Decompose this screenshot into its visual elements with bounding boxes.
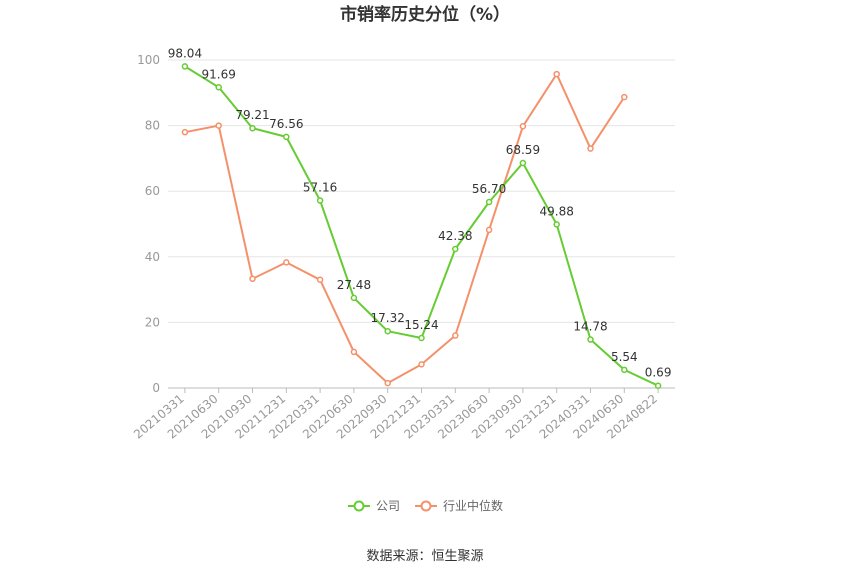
data-point[interactable] xyxy=(249,275,256,283)
data-point[interactable] xyxy=(621,366,628,374)
data-label: 49.88 xyxy=(540,204,574,218)
y-tick-label: 60 xyxy=(145,184,160,198)
legend-item-0[interactable]: 公司 xyxy=(348,499,400,513)
data-label: 17.32 xyxy=(371,311,405,325)
data-point[interactable] xyxy=(587,336,594,343)
chart-title: 市销率历史分位（%） xyxy=(340,4,510,25)
series-line-1 xyxy=(184,73,626,385)
series xyxy=(181,63,662,389)
data-point[interactable] xyxy=(249,124,256,132)
legend-label: 公司 xyxy=(376,499,400,513)
data-label: 27.48 xyxy=(337,278,371,292)
y-tick-label: 80 xyxy=(145,119,160,133)
data-point[interactable] xyxy=(485,226,493,234)
data-label: 76.56 xyxy=(269,117,303,131)
data-point[interactable] xyxy=(215,122,222,129)
legend-marker xyxy=(353,500,365,512)
data-point[interactable] xyxy=(621,93,628,101)
data-point[interactable] xyxy=(519,123,527,130)
data-label: 98.04 xyxy=(168,46,202,60)
legend-item-1[interactable]: 行业中位数 xyxy=(415,498,503,513)
data-point[interactable] xyxy=(384,379,391,387)
data-point[interactable] xyxy=(283,133,290,141)
data-label: 14.78 xyxy=(573,320,607,334)
data-label: 5.54 xyxy=(611,350,638,364)
data-point[interactable] xyxy=(587,145,594,152)
data-point[interactable] xyxy=(316,197,324,204)
data-label: 57.16 xyxy=(303,181,337,195)
y-tick-label: 0 xyxy=(152,381,160,395)
y-tick-label: 100 xyxy=(137,53,160,67)
data-point[interactable] xyxy=(452,332,459,339)
data-point[interactable] xyxy=(485,198,493,206)
data-label: 42.38 xyxy=(438,229,472,243)
data-label: 91.69 xyxy=(202,67,236,81)
source-note: 数据来源：恒生聚源 xyxy=(366,549,483,564)
legend-label: 行业中位数 xyxy=(443,498,503,513)
data-point[interactable] xyxy=(316,276,324,284)
y-tick-label: 40 xyxy=(145,250,160,264)
data-point[interactable] xyxy=(181,63,189,70)
legend-marker xyxy=(420,500,432,512)
axes: 0204060801002021033120210630202109302021… xyxy=(131,53,675,442)
data-point[interactable] xyxy=(418,334,425,342)
data-point[interactable] xyxy=(519,159,527,167)
data-point[interactable] xyxy=(553,221,560,228)
data-label: 68.59 xyxy=(506,143,540,157)
data-point[interactable] xyxy=(215,84,222,91)
data-label: 0.69 xyxy=(645,366,672,380)
data-point[interactable] xyxy=(452,245,459,253)
y-tick-label: 20 xyxy=(145,315,160,329)
data-point[interactable] xyxy=(283,259,290,266)
data-point[interactable] xyxy=(181,128,189,136)
data-point[interactable] xyxy=(654,382,662,389)
data-label: 15.24 xyxy=(404,318,438,332)
grid xyxy=(168,59,675,323)
legend[interactable]: 公司 行业中位数 xyxy=(348,498,503,513)
data-label: 79.21 xyxy=(235,108,269,122)
data-point[interactable] xyxy=(350,294,358,302)
data-point[interactable] xyxy=(350,348,358,356)
data-point[interactable] xyxy=(384,327,391,335)
data-label: 56.70 xyxy=(472,182,506,196)
data-point[interactable] xyxy=(418,361,425,368)
data-point[interactable] xyxy=(553,70,560,78)
